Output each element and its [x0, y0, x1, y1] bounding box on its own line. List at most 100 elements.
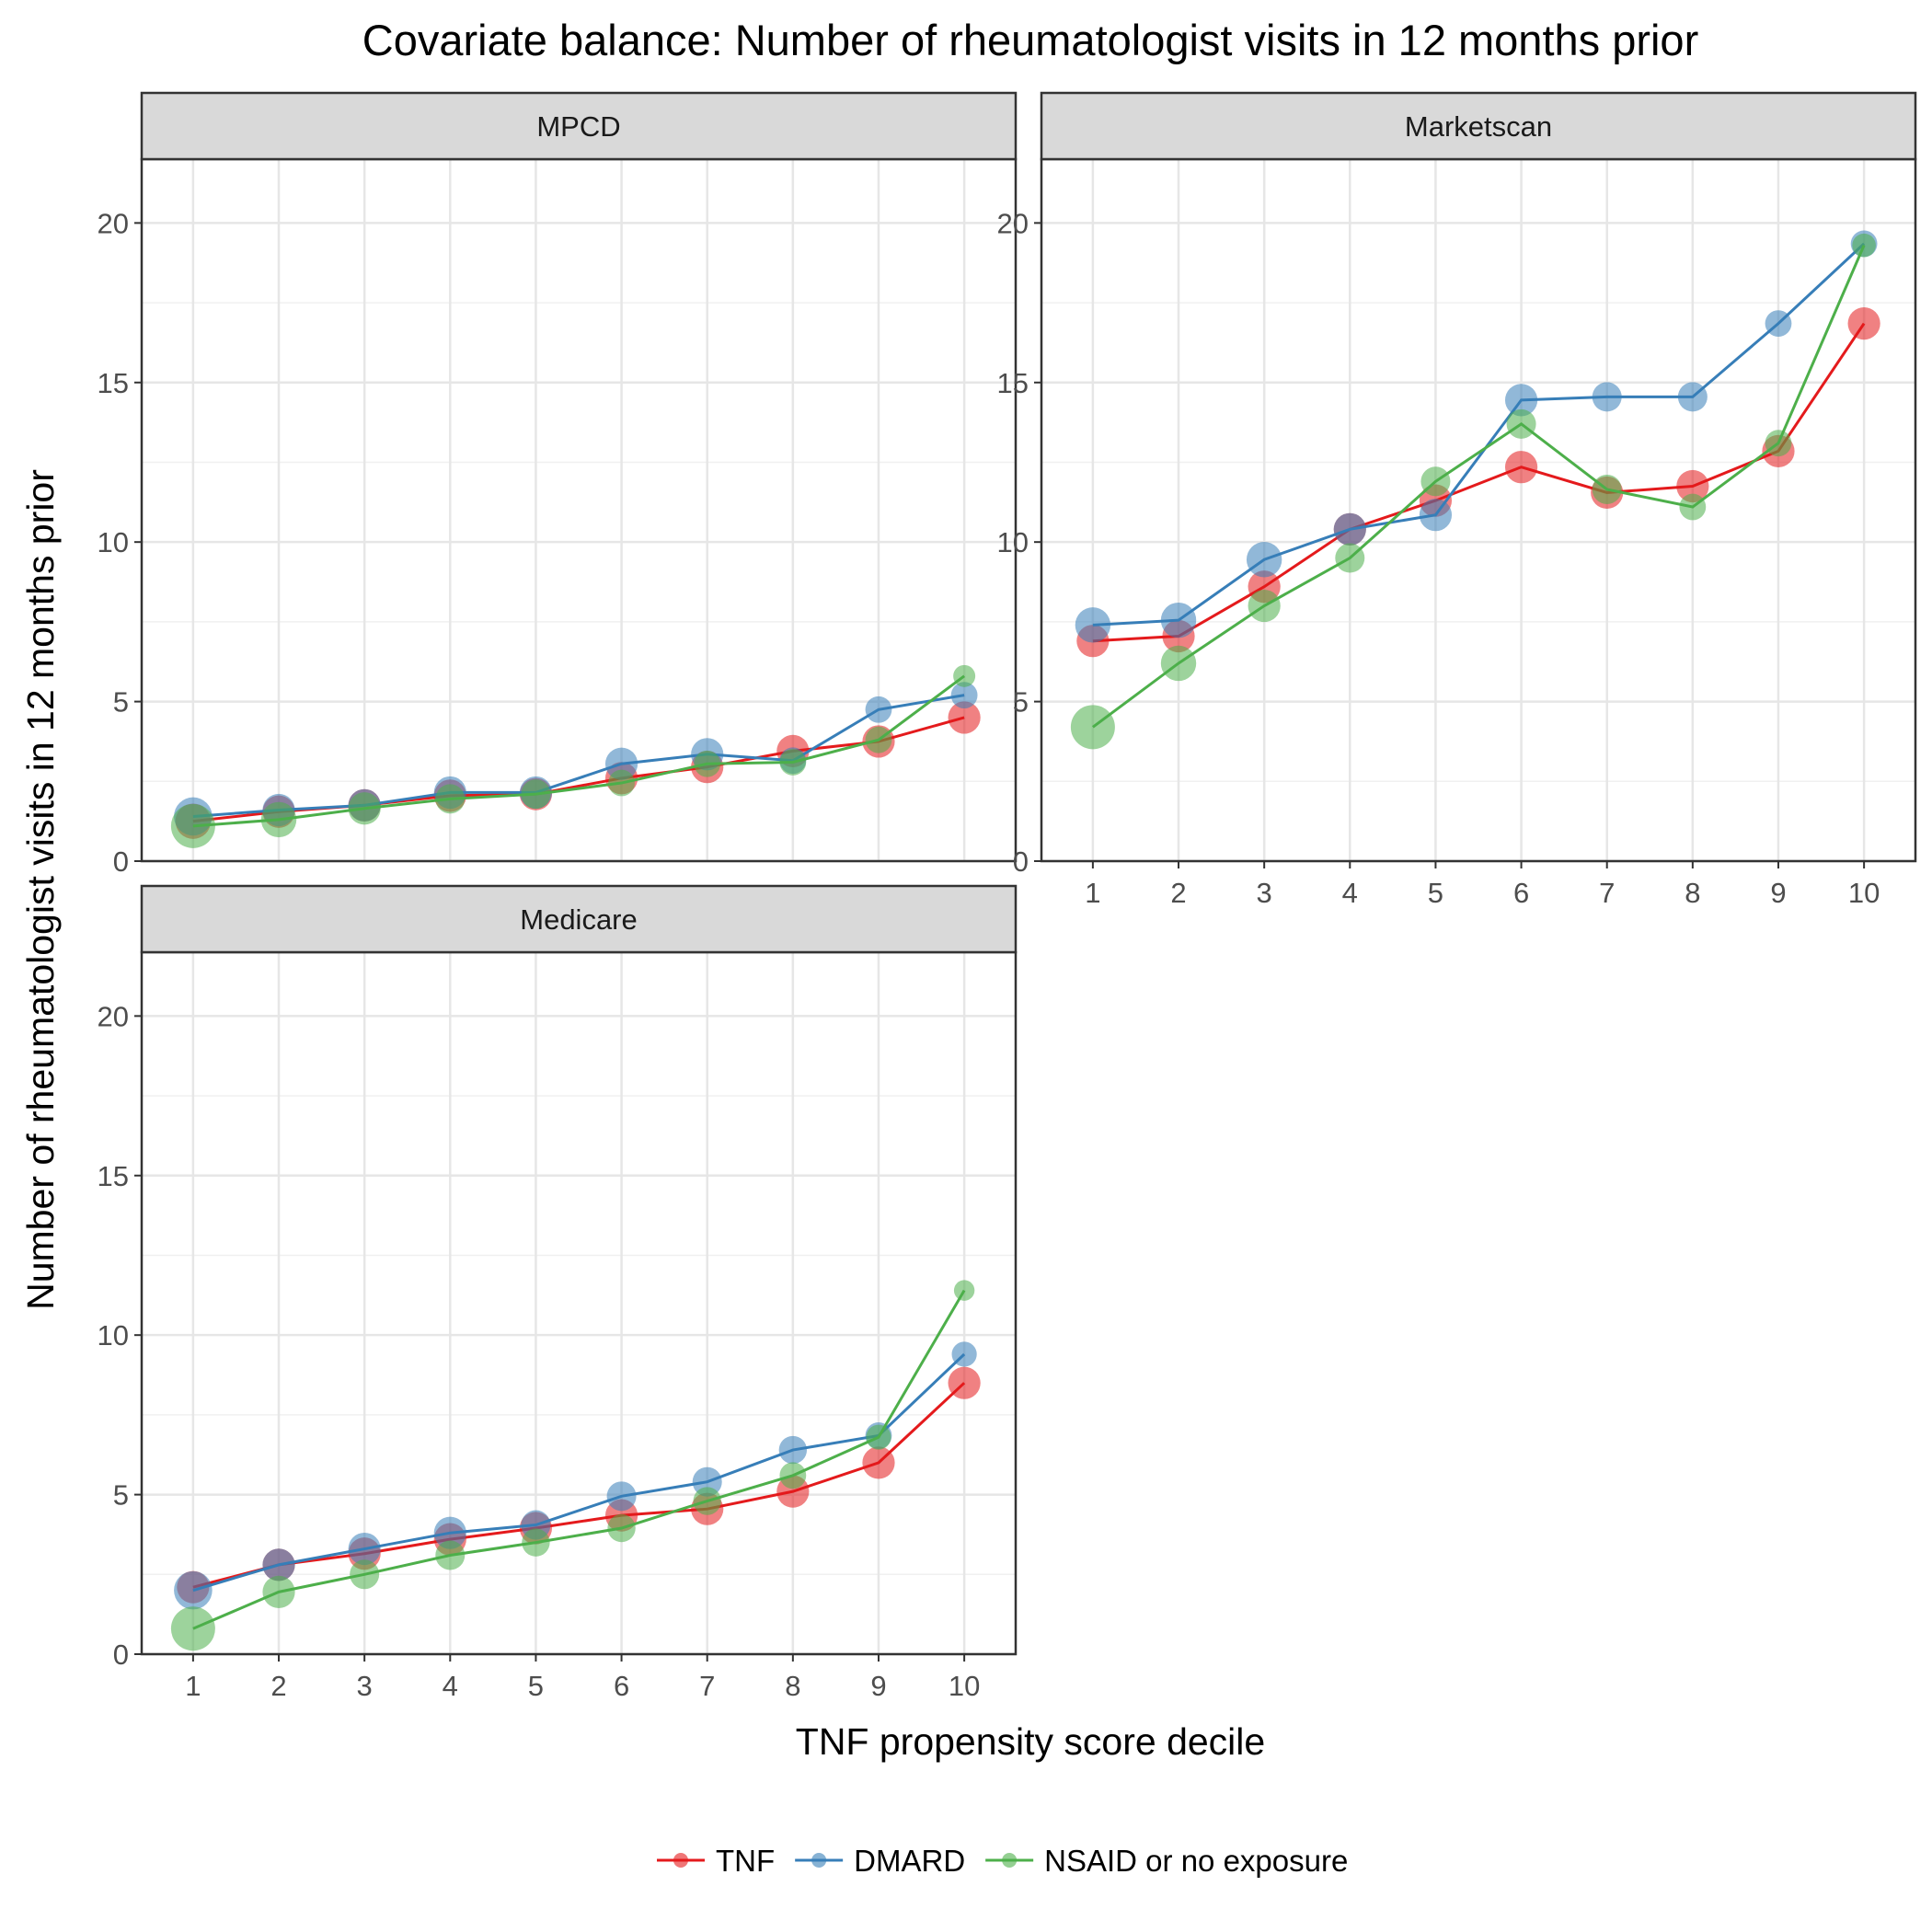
series-line — [1092, 242, 1866, 627]
x-tick-label: 8 — [785, 1670, 800, 1702]
legend-label: DMARD — [854, 1844, 965, 1878]
data-point — [1335, 543, 1365, 573]
x-tick-label: 7 — [699, 1670, 715, 1702]
data-point — [435, 1540, 466, 1570]
data-point — [521, 779, 551, 810]
data-point — [1160, 602, 1197, 638]
chart-title: Covariate balance: Number of rheumatolog… — [362, 16, 1698, 64]
panel-background — [142, 952, 1016, 1654]
x-tick-label: 4 — [443, 1670, 458, 1702]
facet-panel: 0 5 10 15 20 1 2 3 4 5 6 7 8 9 10 Marketscan — [997, 91, 1917, 909]
series-line — [192, 1289, 966, 1630]
data-point — [1676, 469, 1709, 503]
legend-key-point — [1002, 1853, 1018, 1868]
y-tick-label: 10 — [98, 1319, 129, 1351]
data-point — [1333, 512, 1366, 546]
y-tick-label: 10 — [997, 526, 1029, 558]
y-tick-label: 5 — [1013, 686, 1029, 719]
y-tick-label: 15 — [98, 1160, 129, 1192]
x-tick-label: 4 — [1342, 877, 1358, 909]
facet-panel: 0 5 10 15 20 1 2 3 4 5 6 7 8 9 10 Medicare — [98, 884, 1018, 1702]
data-point — [262, 1575, 295, 1608]
data-point — [1852, 233, 1876, 258]
legend-item: NSAID or no exposure — [985, 1844, 1348, 1878]
legend: TNF DMARD NSAID or no exposure — [657, 1844, 1348, 1878]
x-tick-label: 1 — [1085, 877, 1100, 909]
data-point — [1070, 705, 1115, 750]
data-point — [1592, 474, 1622, 504]
facet-label: Medicare — [520, 903, 638, 936]
legend-item: TNF — [657, 1844, 775, 1878]
data-point — [1765, 430, 1792, 457]
legend-label: NSAID or no exposure — [1044, 1844, 1348, 1878]
data-point — [433, 1516, 466, 1549]
data-point — [1160, 645, 1197, 682]
data-point — [1506, 408, 1536, 439]
data-point — [779, 749, 807, 776]
data-point — [862, 1446, 895, 1479]
x-tick-label: 9 — [1770, 877, 1786, 909]
x-tick-label: 10 — [1848, 877, 1880, 909]
x-tick-label: 7 — [1599, 877, 1615, 909]
data-point — [1504, 384, 1538, 417]
facet-label: Marketscan — [1405, 110, 1552, 143]
legend-label: TNF — [716, 1844, 775, 1878]
x-tick-label: 5 — [1428, 877, 1443, 909]
data-point — [1679, 493, 1707, 521]
data-point — [865, 726, 892, 753]
x-tick-label: 3 — [357, 1670, 373, 1702]
data-point — [1246, 542, 1282, 578]
data-point — [693, 1487, 721, 1515]
data-point — [260, 801, 297, 838]
data-point — [348, 792, 381, 825]
x-tick-label: 5 — [528, 1670, 544, 1702]
data-point — [866, 1424, 891, 1450]
facet-label: MPCD — [536, 110, 620, 143]
data-point — [607, 1513, 636, 1543]
data-point — [953, 664, 976, 687]
data-point — [1420, 466, 1451, 497]
data-point — [694, 750, 721, 777]
facet-panel: 0 5 10 15 20 MPCD — [98, 91, 1018, 878]
y-tick-label: 5 — [113, 686, 129, 719]
data-point — [174, 1570, 213, 1610]
data-point — [348, 1532, 381, 1566]
y-tick-label: 10 — [98, 526, 129, 558]
data-point — [604, 747, 638, 780]
facet-strip — [140, 884, 1018, 954]
data-point — [948, 701, 981, 734]
data-point — [350, 1559, 380, 1590]
data-point — [1765, 310, 1792, 338]
y-tick-label: 20 — [98, 207, 129, 239]
x-tick-label: 1 — [185, 1670, 201, 1702]
data-point — [170, 803, 215, 848]
y-tick-label: 0 — [113, 1639, 129, 1671]
data-point — [1075, 607, 1111, 643]
y-tick-label: 20 — [98, 1000, 129, 1032]
facet-strip — [140, 91, 1018, 161]
x-tick-label: 10 — [949, 1670, 980, 1702]
data-point — [1677, 382, 1708, 412]
series-line — [192, 1352, 966, 1593]
series-line — [192, 1382, 966, 1589]
series-line — [1091, 245, 1866, 729]
y-tick-label: 15 — [98, 367, 129, 399]
series-line — [192, 674, 966, 828]
x-axis-title: TNF propensity score decile — [796, 1720, 1265, 1763]
y-tick-label: 15 — [997, 367, 1029, 399]
data-point — [953, 1280, 975, 1301]
x-tick-label: 8 — [1685, 877, 1700, 909]
x-tick-label: 9 — [870, 1670, 886, 1702]
data-point — [1847, 307, 1880, 340]
series-line — [192, 694, 965, 818]
data-point — [522, 1528, 550, 1557]
data-point — [951, 1341, 977, 1367]
facet-strip — [1040, 91, 1917, 161]
y-tick-label: 20 — [997, 207, 1029, 239]
data-point — [778, 1435, 808, 1465]
data-point — [1504, 451, 1538, 484]
legend-item: DMARD — [795, 1844, 965, 1878]
data-point — [779, 1462, 807, 1489]
legend-key-point — [673, 1853, 688, 1868]
data-point — [1592, 382, 1622, 412]
